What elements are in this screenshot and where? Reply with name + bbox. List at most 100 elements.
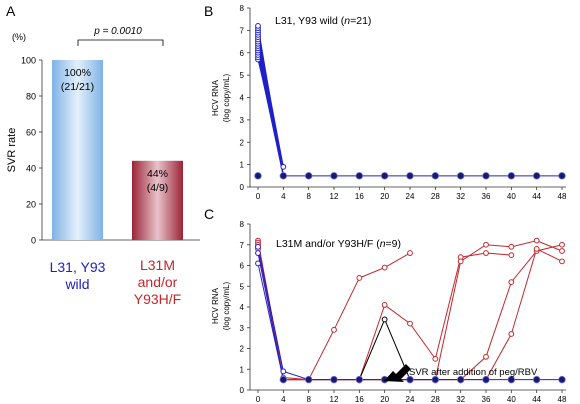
y-tick-label: 2 (240, 345, 245, 354)
panel-letter-b: B (204, 3, 213, 19)
relapse-series-line (257, 244, 563, 381)
data-point (482, 172, 490, 180)
category-label: L31M (140, 257, 175, 273)
data-point (279, 172, 288, 180)
x-tick-label: 28 (431, 395, 440, 404)
x-tick-label: 4 (281, 395, 286, 404)
panel-b-line-chart: B L31, Y93 wild (n=21) HCV RNA (log copy… (204, 3, 567, 201)
data-point (254, 172, 262, 180)
data-point (280, 163, 287, 170)
y-tick-label: 5 (240, 282, 245, 291)
category-label: L31, Y93 (50, 259, 106, 275)
bar (132, 160, 183, 240)
data-point (304, 375, 313, 384)
x-tick-label: 0 (256, 395, 261, 404)
x-tick-label: 24 (406, 395, 415, 404)
data-point (559, 241, 565, 248)
y-tick-label: 4 (240, 94, 245, 103)
x-tick-label: 12 (330, 395, 339, 404)
data-point (456, 375, 465, 384)
data-point (331, 326, 337, 333)
data-point (482, 375, 490, 384)
y-tick-label: 0 (240, 183, 245, 192)
data-point (304, 172, 313, 180)
data-point (431, 172, 440, 180)
data-point (381, 302, 388, 308)
data-point (356, 275, 363, 281)
data-point (380, 172, 389, 180)
data-point (483, 353, 489, 360)
panel-letter-c: C (204, 206, 214, 222)
y-axis-label-a: SVR rate (6, 128, 18, 173)
y-tick-label-a: 40 (26, 164, 36, 174)
data-point (431, 375, 440, 384)
panel-c-line-chart: C L31M and/or Y93H/F (n=9) HCV RNA (log … (204, 206, 567, 404)
bar-value-label: (4/9) (147, 182, 169, 194)
x-tick-label: 48 (558, 395, 567, 404)
bar (52, 60, 103, 240)
x-tick-label: 36 (482, 395, 491, 404)
series-c (255, 237, 566, 384)
x-tick-label: 16 (355, 395, 364, 404)
data-point (381, 264, 388, 271)
data-point (558, 172, 566, 180)
y-axis-label-c-1: HCV RNA (211, 287, 220, 324)
data-point (559, 258, 565, 265)
y-tick-label: 8 (240, 220, 245, 229)
x-tick-label: 48 (558, 192, 567, 201)
data-point (255, 250, 261, 256)
data-point (507, 172, 516, 180)
x-tick-label: 32 (456, 395, 465, 404)
series-line (257, 25, 284, 176)
data-point (330, 375, 338, 384)
data-point (279, 375, 288, 384)
y-tick-label: 7 (240, 241, 245, 250)
y-tick-label: 4 (240, 303, 245, 312)
y-axis-label-b-1: HCV RNA (211, 79, 220, 116)
x-tick-label: 20 (380, 192, 389, 201)
data-point (508, 279, 515, 286)
title-b: L31, Y93 wild (n=21) (275, 15, 371, 27)
bar-value-label: 44% (147, 168, 168, 180)
panel-letter-a: A (6, 3, 16, 19)
y-tick-label: 7 (240, 26, 245, 35)
data-point (558, 375, 566, 384)
y-tick-label: 0 (240, 386, 245, 395)
bar-value-label: 100% (64, 67, 91, 79)
x-tick-label: 4 (281, 192, 286, 201)
data-point (456, 172, 465, 180)
y-ticks-a: 0 20 40 60 80 100 (21, 56, 42, 246)
relapse-series-line (257, 240, 563, 381)
y-tick-label: 6 (240, 49, 245, 58)
data-point (483, 250, 489, 256)
data-point (355, 172, 364, 180)
data-point (255, 260, 261, 267)
data-point (533, 237, 540, 244)
y-tick-label: 1 (240, 365, 245, 374)
y-tick-label-a: 20 (26, 200, 36, 210)
data-point (508, 243, 515, 250)
y-tick-label: 2 (240, 138, 245, 147)
svr-series-line (257, 263, 284, 380)
y-tick-label: 1 (240, 161, 245, 170)
y-axis-label-b-2: (log copy/mL) (222, 73, 231, 122)
y-tick-label-a: 80 (26, 92, 36, 102)
x-tick-label: 16 (355, 192, 364, 201)
significance-bracket (77, 39, 164, 46)
title-c: L31M and/or Y93H/F (n=9) (276, 238, 401, 250)
data-point (406, 375, 414, 384)
data-point (483, 241, 489, 248)
data-point (330, 172, 338, 180)
data-point (508, 331, 515, 337)
data-point (407, 250, 413, 256)
p-value: p = 0.0010 (93, 26, 142, 37)
x-tick-label: 44 (532, 192, 541, 201)
panel-a-bar-chart: A (%) SVR rate 0 20 40 60 80 100 100% (21/21) 4… (6, 3, 200, 307)
y-tick-label: 8 (240, 4, 245, 13)
x-tick-label: 24 (406, 192, 415, 201)
data-point (280, 368, 287, 375)
y-tick-label: 5 (240, 71, 245, 80)
y-tick-label: 6 (240, 262, 245, 271)
